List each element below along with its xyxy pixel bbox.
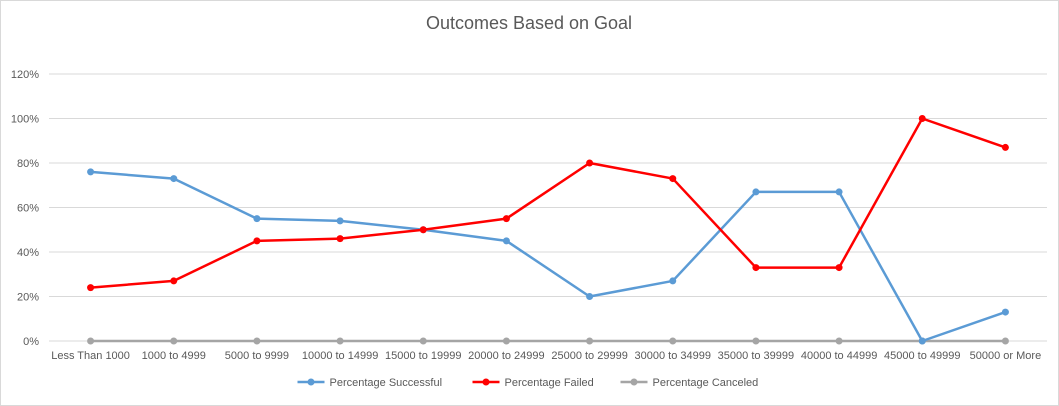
data-point — [918, 337, 926, 345]
data-point — [336, 337, 344, 345]
data-point — [586, 159, 594, 167]
x-tick-label: 15000 to 19999 — [385, 350, 461, 362]
data-point — [253, 215, 261, 223]
data-point — [669, 277, 677, 285]
x-tick-label: 45000 to 49999 — [884, 350, 960, 362]
data-point — [87, 168, 95, 176]
legend-entry: Percentage Successful — [297, 377, 443, 389]
x-tick-label: Less Than 1000 — [51, 350, 130, 362]
data-point — [918, 115, 926, 122]
data-point — [502, 337, 510, 345]
data-point — [419, 337, 427, 345]
legend-entry: Percentage Canceled — [620, 377, 759, 389]
y-tick-label: 20% — [17, 292, 39, 304]
y-tick-label: 40% — [17, 247, 39, 259]
data-point — [170, 337, 178, 345]
data-point — [835, 264, 843, 272]
data-point — [170, 175, 178, 183]
x-tick-label: 50000 or More — [970, 350, 1042, 362]
legend-swatch-marker — [307, 378, 315, 386]
series-lines — [87, 115, 1009, 345]
legend: Percentage Successful Percentage Failed Pe… — [297, 377, 759, 389]
data-point — [586, 337, 594, 345]
series-percentage-failed — [87, 115, 1009, 292]
legend-label: Percentage Canceled — [653, 377, 759, 389]
data-point — [253, 237, 261, 245]
x-tick-label: 20000 to 24999 — [468, 350, 544, 362]
data-point — [1001, 308, 1009, 316]
data-point — [752, 264, 760, 272]
x-tick-label: 5000 to 9999 — [225, 350, 289, 362]
legend-entry: Percentage Failed — [472, 377, 594, 389]
data-point — [87, 337, 95, 345]
x-tick-label: 35000 to 39999 — [718, 350, 794, 362]
series-percentage-successful — [87, 168, 1009, 345]
data-point — [419, 226, 427, 234]
x-tick-label: 1000 to 4999 — [142, 350, 206, 362]
x-axis-tick-labels: Less Than 1000 1000 to 4999 5000 to 9999 10… — [51, 350, 1041, 362]
y-tick-label: 120% — [11, 69, 39, 81]
x-tick-label: 30000 to 34999 — [635, 350, 711, 362]
data-point — [669, 175, 677, 183]
data-point — [586, 293, 594, 300]
data-point — [1001, 143, 1009, 151]
data-point — [502, 237, 510, 245]
gridlines — [49, 73, 1047, 297]
data-point — [1001, 337, 1009, 345]
chart-title: Outcomes Based on Goal — [426, 13, 632, 33]
data-point — [835, 337, 843, 345]
legend-swatch-marker — [482, 378, 490, 386]
y-tick-label: 60% — [17, 203, 39, 215]
y-tick-label: 100% — [11, 114, 39, 126]
x-tick-label: 25000 to 29999 — [551, 350, 627, 362]
x-tick-label: 40000 to 44999 — [801, 350, 877, 362]
series-percentage-canceled — [87, 337, 1009, 345]
data-point — [253, 337, 261, 345]
data-point — [752, 337, 760, 345]
legend-swatch-marker — [630, 378, 638, 386]
data-point — [669, 337, 677, 345]
data-point — [336, 235, 344, 243]
data-point — [170, 277, 178, 285]
y-tick-label: 0% — [23, 336, 39, 348]
data-point — [87, 284, 95, 292]
series-line — [89, 117, 1007, 289]
data-point — [336, 217, 344, 225]
y-axis-tick-labels: 0% 20% 40% 60% 80% 100% 120% — [11, 69, 39, 348]
y-tick-label: 80% — [17, 158, 39, 170]
data-point — [752, 188, 760, 196]
series-line — [89, 170, 1007, 343]
legend-label: Percentage Successful — [330, 377, 443, 389]
legend-label: Percentage Failed — [505, 377, 594, 389]
data-point — [502, 215, 510, 223]
x-tick-label: 10000 to 14999 — [302, 350, 378, 362]
data-point — [835, 188, 843, 196]
